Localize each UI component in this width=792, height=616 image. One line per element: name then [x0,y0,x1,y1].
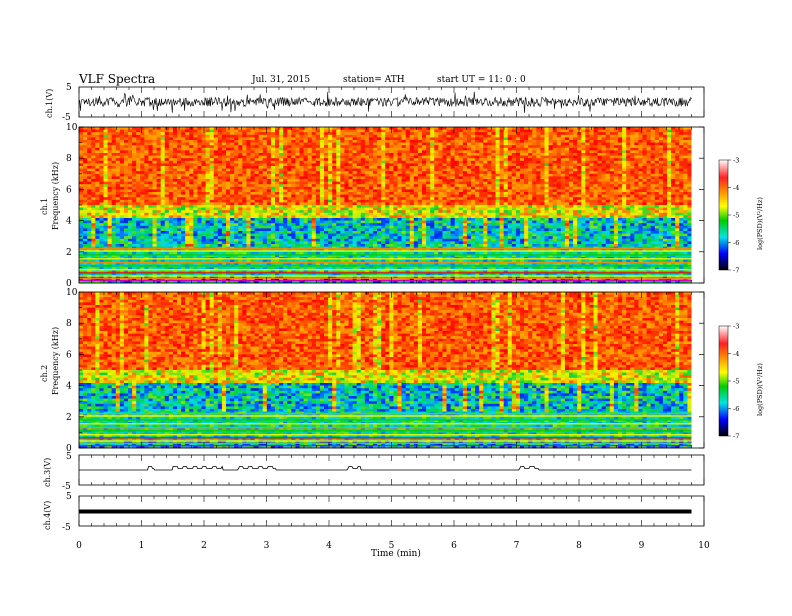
station-label: station= ATH [343,75,405,85]
ch2-spectrogram-image [79,292,704,448]
figure-title: VLF Spectra [78,72,155,86]
freq-tick-label: 8 [66,154,72,164]
ch3-ylabel: ch.3(V) [43,458,52,487]
ch1-colorbar: -3 -4 -5 -6 -7 log(PSD)(V²/Hz) [719,157,764,275]
colorbar-tick-label: -3 [733,157,739,165]
colorbar-tick-label: -4 [733,350,739,358]
ch1-spec-label: ch.1 [40,198,49,215]
time-tick-label: 9 [639,541,645,551]
ch1-ylabel: ch.1(V) [45,89,54,118]
x-axis-label: Time (min) [371,548,421,559]
colorbar-tick-label: -7 [733,267,739,275]
time-tick-label: 4 [326,541,332,551]
ch1-ytick-top: 5 [66,83,72,93]
colorbar-tick-label: -5 [733,212,739,220]
ch1-spectrogram-image [79,127,704,283]
ch2-freq-axis-label: Frequency (kHz) [51,327,60,395]
freq-tick-label: 10 [66,288,78,298]
freq-tick-label: 6 [66,350,72,360]
colorbar-tick-label: -3 [733,323,739,331]
colorbar-tick-label: -7 [733,433,739,441]
ch3-ytick-bottom: -5 [62,482,71,492]
date-label: Jul. 31, 2015 [251,75,310,85]
ch1-panel: 5 -5 ch.1(V) [45,83,704,123]
freq-tick-label: 8 [66,319,72,329]
colorbar-tick-label: -6 [733,405,739,413]
freq-tick-label: 4 [66,217,72,227]
time-tick-label: 1 [139,541,145,551]
freq-tick-label: 10 [66,123,78,133]
ch2-colorbar: -3 -4 -5 -6 -7 log(PSD)(V²/Hz) [719,323,764,441]
ch2-colorbar-label: log(PSD)(V²/Hz) [756,363,764,416]
ch4-panel: 5 -5 ch.4(V) [43,492,704,533]
time-tick-label: 3 [264,541,270,551]
freq-tick-label: 2 [66,413,72,423]
time-tick-label: 0 [76,541,82,551]
ch2-spec-label: ch.2 [40,365,49,382]
ch3-panel: 5 -5 ch.3(V) [43,452,704,492]
ch4-ylabel: ch.4(V) [43,501,52,530]
ch4-ytick-top: 5 [66,492,72,502]
time-tick-label: 6 [451,541,457,551]
start-time-label: start UT = 11: 0 : 0 [437,75,526,85]
ch4-ytick-bottom: -5 [62,523,71,533]
ch1-freq-axis-label: Frequency (kHz) [51,162,60,230]
colorbar-tick-label: -5 [733,378,739,386]
colorbar-tick-label: -6 [733,239,739,247]
freq-tick-label: 2 [66,248,72,258]
ch3-ytick-top: 5 [66,452,72,462]
colorbar-tick-label: -4 [733,184,739,192]
ch1-colorbar-label: log(PSD)(V²/Hz) [756,197,764,250]
ch1-ytick-bottom: -5 [62,113,71,123]
time-tick-label: 10 [698,541,710,551]
freq-tick-label: 6 [66,185,72,195]
time-tick-label: 7 [514,541,520,551]
time-tick-label: 2 [201,541,207,551]
freq-tick-label: 4 [66,382,72,392]
time-tick-label: 8 [576,541,582,551]
